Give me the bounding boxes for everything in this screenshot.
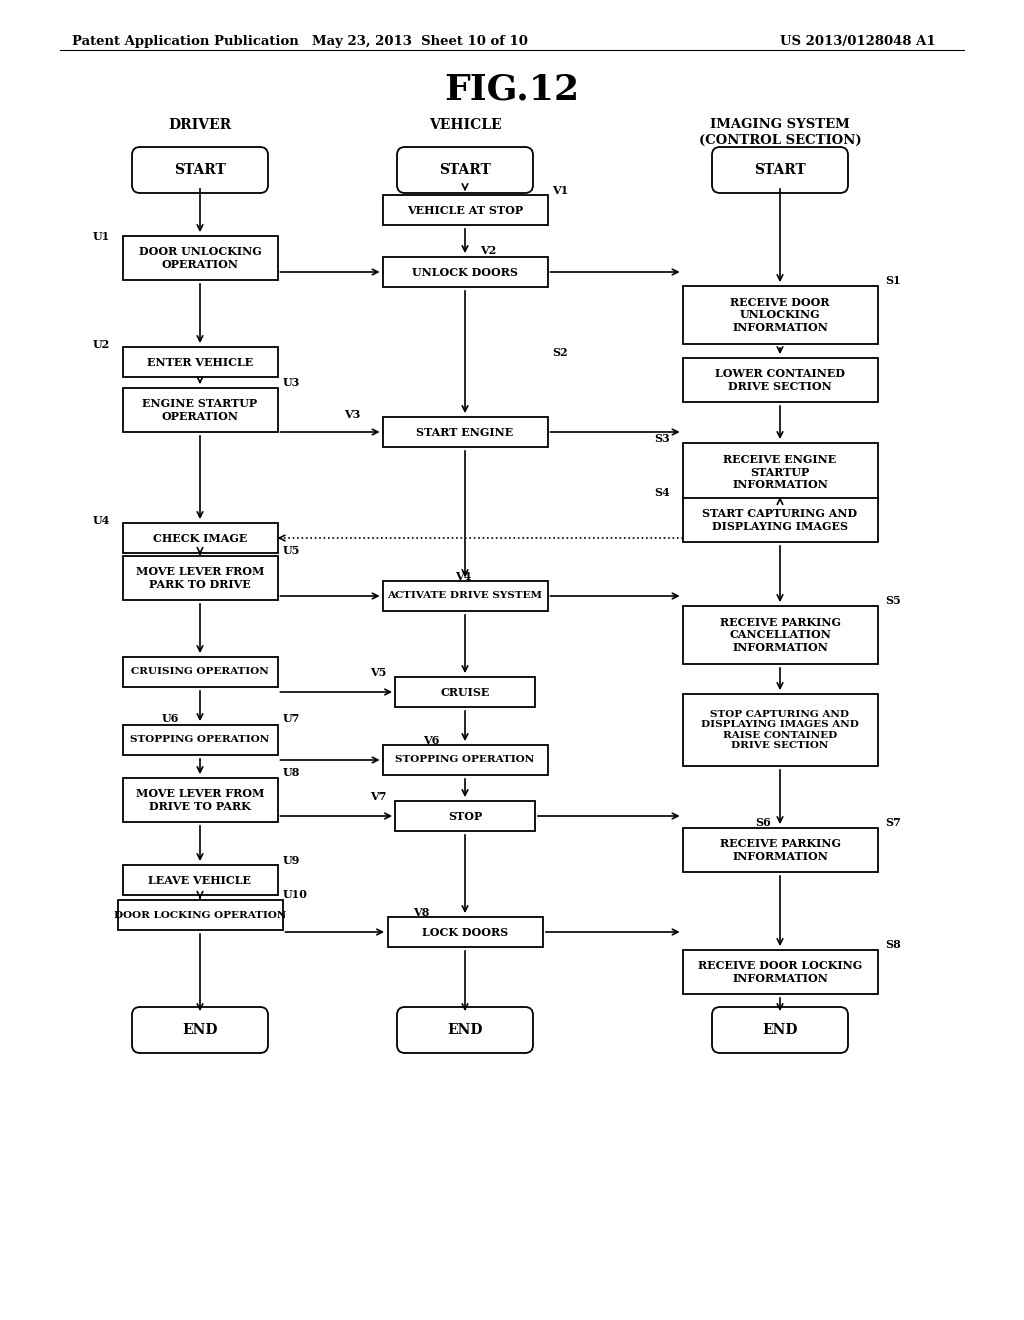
Text: DRIVER: DRIVER [168,117,231,132]
Text: STOP: STOP [447,810,482,821]
Text: DOOR UNLOCKING
OPERATION: DOOR UNLOCKING OPERATION [138,246,261,269]
Text: RECEIVE DOOR
UNLOCKING
INFORMATION: RECEIVE DOOR UNLOCKING INFORMATION [730,297,829,333]
Text: MOVE LEVER FROM
PARK TO DRIVE: MOVE LEVER FROM PARK TO DRIVE [136,566,264,590]
Text: V3: V3 [344,408,360,420]
FancyBboxPatch shape [712,147,848,193]
FancyBboxPatch shape [683,606,878,664]
FancyBboxPatch shape [683,286,878,345]
Text: U8: U8 [283,767,300,777]
FancyBboxPatch shape [683,828,878,873]
FancyBboxPatch shape [683,694,878,766]
Text: V4: V4 [455,570,471,582]
FancyBboxPatch shape [397,147,534,193]
FancyBboxPatch shape [123,347,278,378]
Text: S3: S3 [654,433,671,444]
Text: U5: U5 [283,544,300,556]
Text: END: END [762,1023,798,1038]
Text: RECEIVE ENGINE
STARTUP
INFORMATION: RECEIVE ENGINE STARTUP INFORMATION [723,454,837,490]
FancyBboxPatch shape [683,498,878,543]
FancyBboxPatch shape [383,195,548,224]
FancyBboxPatch shape [395,801,535,832]
Text: START ENGINE: START ENGINE [417,426,514,437]
Text: U3: U3 [283,376,300,388]
Text: U6: U6 [162,713,179,723]
FancyBboxPatch shape [123,388,278,432]
Text: LOCK DOORS: LOCK DOORS [422,927,508,937]
FancyBboxPatch shape [383,744,548,775]
Text: ENGINE STARTUP
OPERATION: ENGINE STARTUP OPERATION [142,399,258,422]
Text: S4: S4 [654,487,671,498]
FancyBboxPatch shape [712,1007,848,1053]
FancyBboxPatch shape [683,950,878,994]
Text: DOOR LOCKING OPERATION: DOOR LOCKING OPERATION [114,911,286,920]
Text: MOVE LEVER FROM
DRIVE TO PARK: MOVE LEVER FROM DRIVE TO PARK [136,788,264,812]
Text: S8: S8 [886,939,901,949]
FancyBboxPatch shape [132,147,268,193]
Text: U9: U9 [283,854,300,866]
Text: V5: V5 [370,667,386,677]
Text: STOPPING OPERATION: STOPPING OPERATION [395,755,535,764]
FancyBboxPatch shape [123,725,278,755]
Text: V8: V8 [413,907,429,917]
Text: U10: U10 [283,890,307,900]
Text: US 2013/0128048 A1: US 2013/0128048 A1 [780,36,936,48]
Text: RECEIVE PARKING
CANCELLATION
INFORMATION: RECEIVE PARKING CANCELLATION INFORMATION [720,616,841,653]
Text: ENTER VEHICLE: ENTER VEHICLE [146,356,253,367]
FancyBboxPatch shape [123,777,278,822]
FancyBboxPatch shape [123,523,278,553]
FancyBboxPatch shape [683,444,878,502]
Text: V6: V6 [423,734,439,746]
Text: ACTIVATE DRIVE SYSTEM: ACTIVATE DRIVE SYSTEM [387,591,543,601]
FancyBboxPatch shape [123,236,278,280]
FancyBboxPatch shape [118,900,283,931]
FancyBboxPatch shape [123,556,278,601]
Text: STOP CAPTURING AND
DISPLAYING IMAGES AND
RAISE CONTAINED
DRIVE SECTION: STOP CAPTURING AND DISPLAYING IMAGES AND… [701,710,859,750]
Text: S7: S7 [886,817,901,828]
FancyBboxPatch shape [387,917,543,946]
Text: LEAVE VEHICLE: LEAVE VEHICLE [148,874,252,886]
Text: FIG.12: FIG.12 [444,73,580,106]
Text: V2: V2 [480,244,497,256]
Text: S5: S5 [886,595,901,606]
FancyBboxPatch shape [123,865,278,895]
FancyBboxPatch shape [383,581,548,611]
FancyBboxPatch shape [132,1007,268,1053]
Text: CRUISING OPERATION: CRUISING OPERATION [131,668,269,676]
Text: CRUISE: CRUISE [440,686,489,697]
FancyBboxPatch shape [383,417,548,447]
Text: V7: V7 [370,791,386,801]
Text: S1: S1 [886,276,901,286]
Text: VEHICLE AT STOP: VEHICLE AT STOP [407,205,523,215]
Text: CHECK IMAGE: CHECK IMAGE [153,532,247,544]
FancyBboxPatch shape [395,677,535,708]
FancyBboxPatch shape [383,257,548,286]
Text: S6: S6 [755,817,771,828]
Text: U7: U7 [283,713,300,723]
FancyBboxPatch shape [123,657,278,686]
Text: END: END [447,1023,482,1038]
FancyBboxPatch shape [683,358,878,403]
Text: END: END [182,1023,218,1038]
FancyBboxPatch shape [397,1007,534,1053]
Text: START: START [439,162,490,177]
Text: U2: U2 [92,338,110,350]
Text: IMAGING SYSTEM
(CONTROL SECTION): IMAGING SYSTEM (CONTROL SECTION) [698,117,861,147]
Text: U1: U1 [92,231,110,242]
Text: STOPPING OPERATION: STOPPING OPERATION [130,735,269,744]
Text: May 23, 2013  Sheet 10 of 10: May 23, 2013 Sheet 10 of 10 [312,36,528,48]
Text: S2: S2 [553,346,568,358]
Text: RECEIVE PARKING
INFORMATION: RECEIVE PARKING INFORMATION [720,838,841,862]
Text: LOWER CONTAINED
DRIVE SECTION: LOWER CONTAINED DRIVE SECTION [715,368,845,392]
Text: RECEIVE DOOR LOCKING
INFORMATION: RECEIVE DOOR LOCKING INFORMATION [698,960,862,983]
Text: VEHICLE: VEHICLE [429,117,502,132]
Text: U4: U4 [92,515,110,525]
Text: START CAPTURING AND
DISPLAYING IMAGES: START CAPTURING AND DISPLAYING IMAGES [702,508,857,532]
Text: V1: V1 [553,185,568,195]
Text: UNLOCK DOORS: UNLOCK DOORS [412,267,518,277]
Text: Patent Application Publication: Patent Application Publication [72,36,299,48]
Text: START: START [174,162,226,177]
Text: START: START [754,162,806,177]
